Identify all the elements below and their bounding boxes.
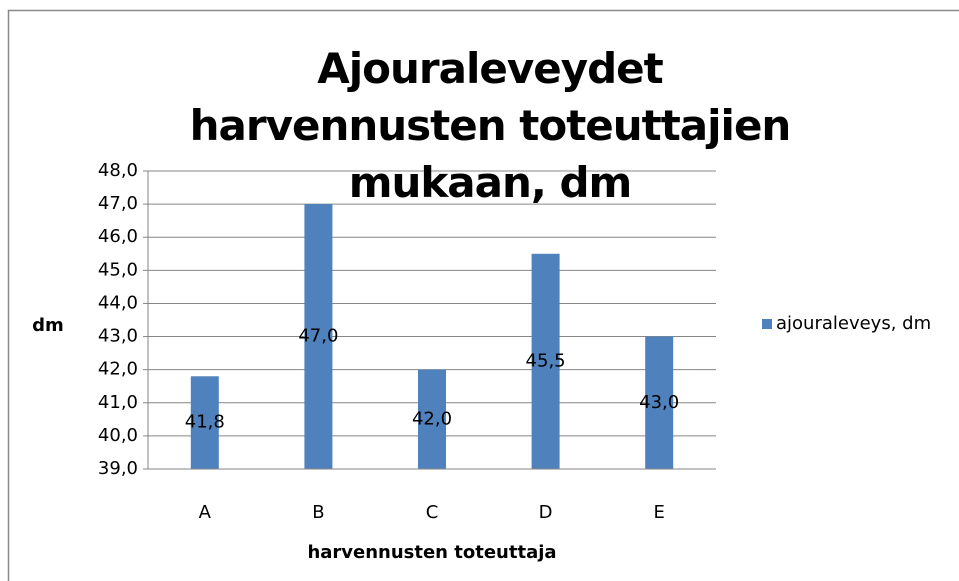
bar bbox=[190, 376, 219, 469]
bar bbox=[418, 369, 446, 469]
bar bbox=[304, 204, 333, 469]
chart-title: Ajouraleveydet harvennusten toteuttajien… bbox=[189, 44, 792, 207]
data-label: 43,0 bbox=[639, 392, 679, 413]
data-label: 47,0 bbox=[298, 326, 338, 347]
x-tick-label: C bbox=[426, 502, 439, 523]
y-tick-label: 45,0 bbox=[98, 259, 138, 280]
y-tick-label: 46,0 bbox=[98, 226, 138, 247]
x-tick-label: B bbox=[312, 502, 324, 523]
bar bbox=[531, 253, 560, 469]
y-tick-label: 39,0 bbox=[98, 458, 138, 479]
bar bbox=[645, 336, 674, 469]
data-label: 45,5 bbox=[526, 350, 566, 371]
y-tick-label: 47,0 bbox=[98, 193, 138, 214]
y-tick-label: 42,0 bbox=[98, 359, 138, 380]
data-label: 41,8 bbox=[185, 412, 225, 433]
chart-frame bbox=[7, 9, 959, 581]
y-axis-label: dm bbox=[32, 315, 64, 336]
x-tick-label: A bbox=[199, 502, 212, 523]
y-tick-label: 43,0 bbox=[98, 326, 138, 347]
legend-swatch bbox=[762, 319, 772, 329]
y-tick-label: 41,0 bbox=[98, 392, 138, 413]
x-tick-label: D bbox=[539, 502, 553, 523]
y-tick-label: 40,0 bbox=[98, 425, 138, 446]
legend-label: ajouraleveys, dm bbox=[776, 313, 931, 334]
y-tick-label: 44,0 bbox=[98, 292, 138, 313]
y-tick-label: 48,0 bbox=[98, 160, 138, 181]
x-tick-label: E bbox=[654, 502, 665, 523]
data-label: 42,0 bbox=[412, 408, 452, 429]
x-axis-label: harvennusten toteuttaja bbox=[307, 542, 556, 563]
